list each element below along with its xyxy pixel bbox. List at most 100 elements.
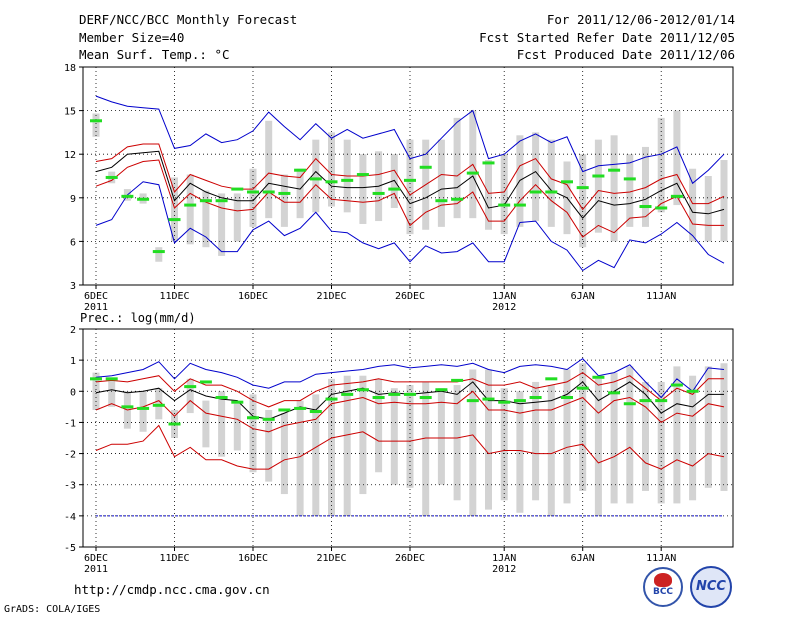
prec-spread-box	[579, 363, 587, 491]
prec-x-tick-label: 26DEC	[395, 553, 425, 564]
temp-spread-box	[328, 132, 335, 207]
temp-y-tick-label: 18	[64, 63, 76, 74]
temp-observed-marker	[451, 197, 464, 201]
prec-observed-marker	[513, 399, 526, 403]
temp-observed-marker	[105, 175, 118, 179]
temp-spread-box	[280, 174, 288, 227]
temp-observed-marker	[341, 178, 354, 182]
prec-observed-marker	[199, 380, 212, 384]
temp-observed-marker	[215, 199, 228, 203]
temp-y-tick-label: 3	[70, 281, 76, 292]
temp-spread-box	[594, 139, 602, 233]
temp-spread-box	[155, 247, 163, 262]
prec-spread-box	[390, 388, 398, 485]
prec-spread-box	[594, 378, 602, 516]
ncc-logo-text: NCC	[696, 579, 726, 594]
prec-spread-box	[563, 369, 571, 504]
temp-spread-box	[296, 168, 304, 219]
temp-x-tick-year: 2012	[492, 302, 516, 313]
prec-x-tick-label: 11JAN	[646, 553, 676, 564]
temp-observed-marker	[623, 177, 636, 181]
temp-observed-marker	[278, 191, 291, 195]
temp-observed-marker	[482, 161, 495, 165]
prec-spread-box	[720, 363, 728, 491]
prec-observed-marker	[184, 385, 197, 389]
prec-observed-marker	[388, 392, 401, 396]
temp-observed-marker	[90, 119, 102, 123]
prec-y-tick-label: -1	[64, 418, 76, 429]
prec-y-tick-label: 2	[70, 325, 76, 336]
prec-y-tick-label: 0	[70, 387, 76, 398]
temp-observed-marker	[576, 186, 589, 190]
prec-y-tick-label: 1	[70, 356, 76, 367]
prec-spread-box	[343, 375, 351, 516]
temp-observed-marker	[325, 180, 338, 184]
temp-y-tick-label: 12	[64, 150, 76, 161]
temp-y-tick-label: 6	[70, 237, 76, 248]
prec-observed-marker	[341, 392, 354, 396]
temp-spread-box	[657, 117, 665, 213]
temp-observed-marker	[529, 190, 542, 194]
temp-spread-box	[171, 177, 178, 242]
temp-observed-marker	[137, 197, 150, 201]
temp-observed-marker	[309, 177, 322, 181]
prec-observed-marker	[247, 416, 259, 420]
temp-x-tick-label: 11DEC	[159, 291, 189, 302]
prec-observed-marker	[498, 400, 511, 404]
prec-observed-marker	[121, 405, 134, 409]
prec-y-tick-label: -2	[64, 450, 76, 461]
temp-spread-box	[547, 139, 555, 227]
ncc-logo: NCC	[690, 566, 732, 608]
temp-x-tick-label: 6JAN	[571, 291, 595, 302]
temp-spread-box	[406, 139, 414, 235]
prec-spread-box	[626, 366, 634, 504]
prec-spread-box	[437, 388, 445, 485]
temp-spread-box	[92, 113, 100, 137]
member-size: Member Size=40	[79, 30, 185, 45]
temp-spread-box	[265, 120, 273, 219]
temp-x-tick-label: 26DEC	[395, 291, 425, 302]
prec-spread-box	[422, 381, 430, 516]
prec-spread-box	[155, 388, 163, 420]
prec-observed-marker	[278, 408, 291, 412]
prec-observed-marker	[670, 383, 683, 387]
forecast-start-date: Fcst Started Refer Date 2011/12/05	[479, 30, 735, 45]
prec-series-min	[95, 424, 725, 470]
prec-x-tick-year: 2012	[492, 564, 516, 575]
prec-observed-marker	[451, 378, 464, 382]
temp-y-tick-label: 9	[70, 194, 76, 205]
prec-spread-box	[280, 413, 288, 495]
temp-spread-box	[437, 139, 445, 227]
temp-observed-marker	[372, 191, 385, 195]
temp-observed-marker	[184, 203, 197, 207]
prec-spread-box	[312, 394, 320, 516]
temp-observed-marker	[168, 218, 181, 222]
temp-observed-marker	[262, 190, 275, 194]
temp-x-tick-label: 6DEC	[84, 291, 108, 302]
temp-observed-marker	[121, 194, 134, 198]
temp-spread-box	[704, 176, 712, 242]
temp-observed-marker	[404, 178, 416, 182]
temp-observed-marker	[199, 199, 212, 203]
temp-spread-box	[532, 132, 540, 222]
prec-observed-marker	[576, 386, 589, 390]
prec-spread-box	[453, 385, 461, 501]
prec-observed-marker	[309, 410, 322, 414]
temp-x-tick-label: 11JAN	[646, 291, 676, 302]
prec-spread-box	[469, 369, 477, 516]
prec-observed-marker	[105, 377, 118, 381]
prec-observed-marker	[639, 399, 652, 403]
prec-observed-marker	[435, 388, 448, 392]
temp-observed-marker	[592, 174, 605, 178]
prec-x-tick-label: 1JAN	[492, 553, 516, 564]
prec-x-tick-label: 21DEC	[316, 553, 346, 564]
prec-series-max	[95, 357, 725, 399]
prec-observed-marker	[592, 375, 605, 379]
temp-spread-box	[579, 154, 587, 248]
prec-observed-marker	[325, 397, 338, 401]
temp-spread-box	[453, 117, 461, 219]
prec-x-tick-label: 6JAN	[571, 553, 595, 564]
prec-spread-box	[689, 375, 697, 501]
